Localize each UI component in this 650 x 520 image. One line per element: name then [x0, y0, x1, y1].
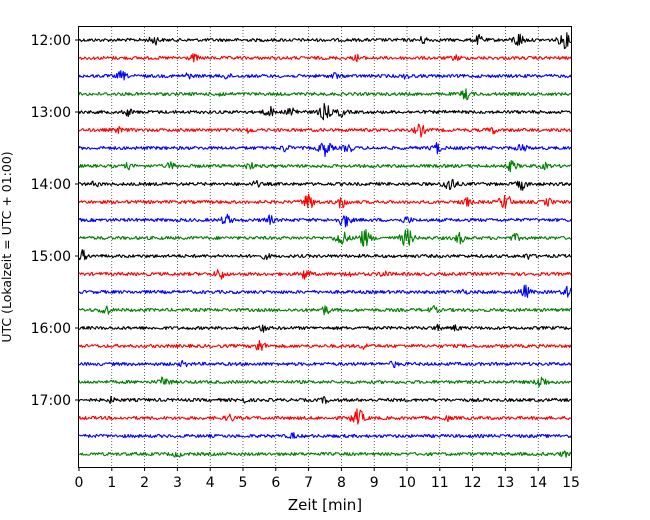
x-tick-label: 5 [239, 475, 248, 491]
trace-1400 [78, 178, 572, 191]
trace-1200 [78, 32, 572, 50]
trace-1545 [78, 304, 572, 316]
y-tick-label: 15:00 [31, 249, 71, 265]
y-tick-label: 16:00 [31, 321, 71, 337]
y-axis-label: UTC (Lokalzeit = UTC + 01:00) [0, 151, 14, 342]
traces [78, 32, 572, 458]
x-tick-label: 7 [304, 475, 313, 491]
y-axis: 12:00 13:00 14:00 15:00 16:00 17:00 [31, 33, 79, 409]
trace-1415 [78, 193, 572, 209]
x-tick-label: 12 [464, 475, 482, 491]
trace-1600 [78, 323, 572, 333]
x-tick-label: 14 [529, 475, 547, 491]
x-tick-label: 6 [271, 475, 280, 491]
trace-1745 [78, 450, 572, 458]
trace-1215 [78, 53, 572, 63]
trace-1530 [78, 284, 572, 298]
y-tick-label: 12:00 [31, 33, 71, 49]
trace-1300 [78, 102, 572, 121]
trace-1445 [78, 228, 572, 247]
trace-1700 [78, 395, 572, 405]
y-tick-label: 13:00 [31, 105, 71, 121]
trace-1515 [78, 269, 572, 280]
x-tick-label: 13 [496, 475, 514, 491]
x-tick-label: 2 [140, 475, 149, 491]
trace-1315 [78, 123, 572, 138]
x-axis-label: Zeit [min] [288, 496, 362, 514]
x-tick-label: 4 [206, 475, 215, 491]
trace-1630 [78, 359, 572, 369]
x-tick-label: 1 [107, 475, 116, 491]
y-tick-label: 14:00 [31, 177, 71, 193]
trace-1500 [78, 249, 572, 261]
trace-1330 [78, 141, 572, 158]
x-tick-label: 9 [370, 475, 379, 491]
plot-frame [78, 26, 572, 468]
y-tick-label: 17:00 [31, 393, 71, 409]
trace-1430 [78, 213, 572, 228]
trace-1245 [78, 88, 572, 101]
x-tick-label: 8 [337, 475, 346, 491]
trace-1645 [78, 376, 572, 388]
x-tick-label: 11 [431, 475, 449, 491]
trace-1615 [78, 339, 572, 351]
trace-1715 [78, 408, 572, 425]
x-axis: 0 1 2 3 4 5 6 7 8 9 10 11 12 13 14 15 [75, 467, 580, 491]
grid-lines [111, 27, 539, 467]
x-tick-label: 10 [398, 475, 416, 491]
trace-1345 [78, 160, 572, 173]
trace-1730 [78, 432, 572, 439]
x-tick-label: 15 [562, 475, 580, 491]
x-tick-label: 3 [173, 475, 182, 491]
trace-1230 [78, 70, 572, 81]
x-tick-label: 0 [75, 475, 84, 491]
